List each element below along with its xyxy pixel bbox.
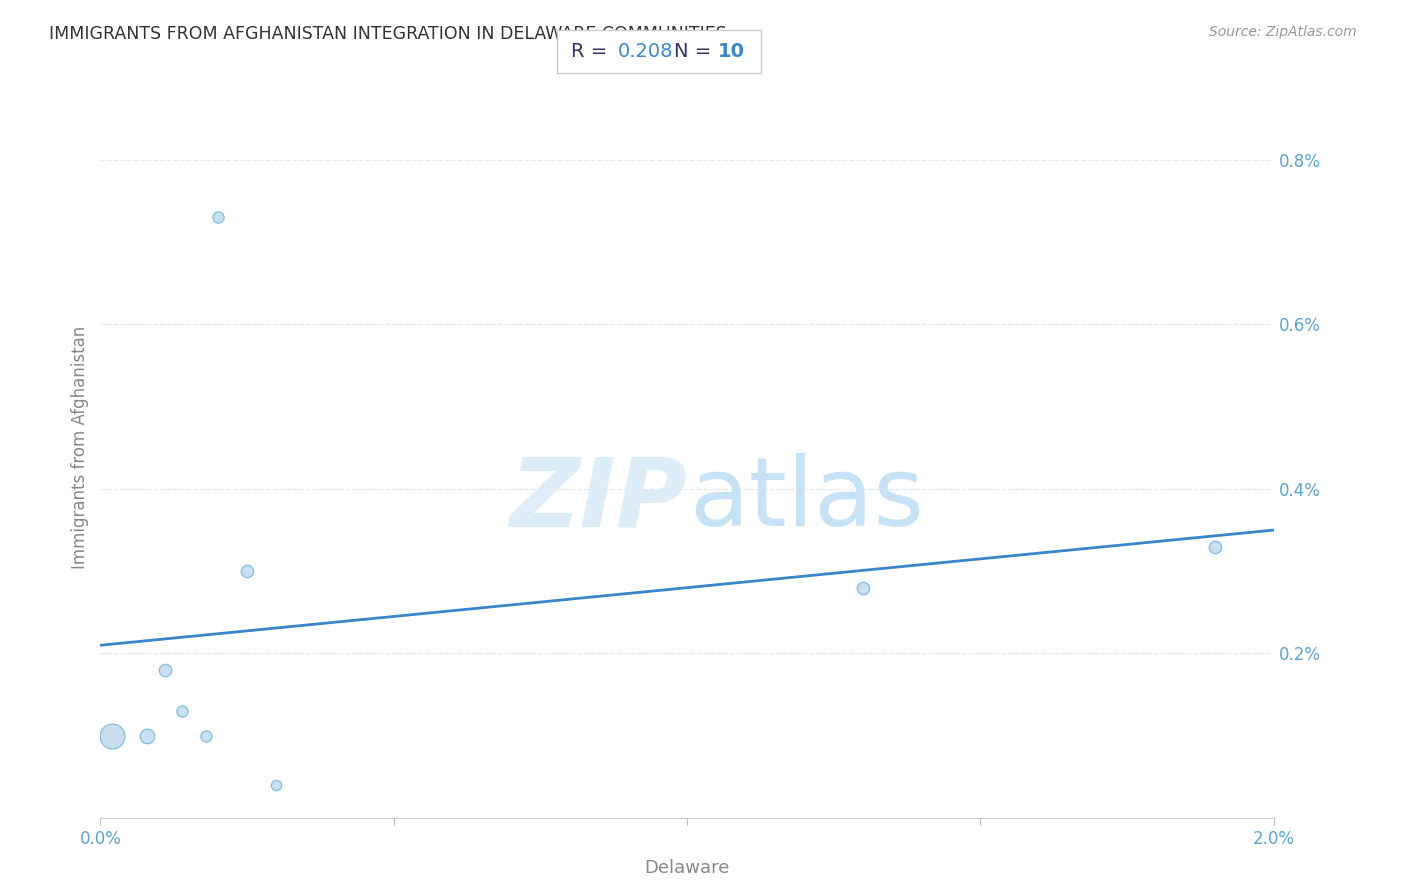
- Point: [266, 778, 288, 792]
- Point: [172, 704, 194, 718]
- Point: [101, 729, 124, 743]
- Point: [1204, 540, 1226, 554]
- Point: [136, 729, 159, 743]
- Text: ZIP: ZIP: [509, 453, 688, 546]
- Point: [207, 211, 229, 225]
- Text: 10: 10: [717, 42, 744, 61]
- Text: R =: R =: [571, 42, 613, 61]
- Y-axis label: Immigrants from Afghanistan: Immigrants from Afghanistan: [72, 326, 89, 569]
- Text: N =: N =: [673, 42, 717, 61]
- Text: atlas: atlas: [689, 453, 925, 546]
- Text: IMMIGRANTS FROM AFGHANISTAN INTEGRATION IN DELAWARE COMMUNITIES: IMMIGRANTS FROM AFGHANISTAN INTEGRATION …: [49, 25, 727, 43]
- Text: Source: ZipAtlas.com: Source: ZipAtlas.com: [1209, 25, 1357, 39]
- Point: [852, 581, 875, 595]
- X-axis label: Delaware: Delaware: [644, 859, 730, 877]
- Text: 0.208: 0.208: [617, 42, 673, 61]
- Point: [153, 663, 176, 677]
- Point: [236, 564, 259, 578]
- Point: [194, 729, 217, 743]
